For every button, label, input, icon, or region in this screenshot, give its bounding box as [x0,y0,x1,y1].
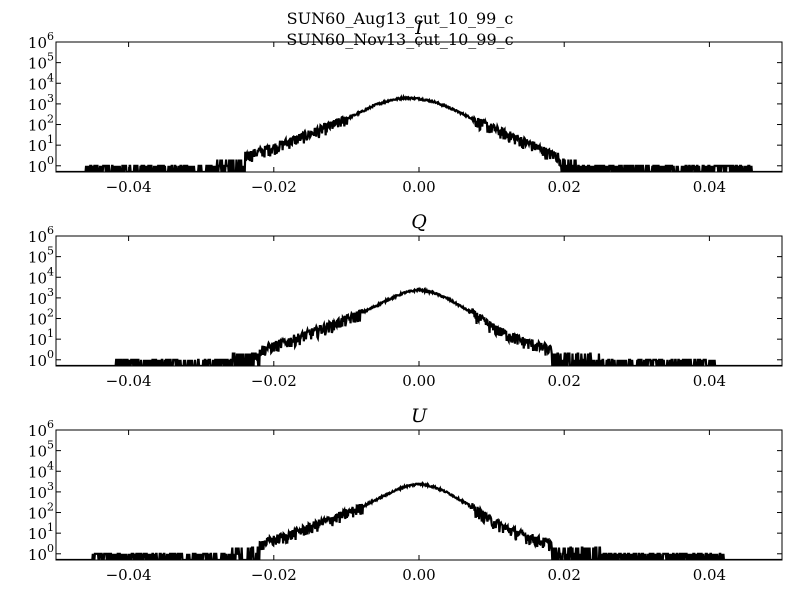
x-tick-label: 0.04 [693,566,726,584]
y-tick-label: 101 [28,521,54,543]
x-tick-label: −0.02 [251,372,297,390]
y-tick-label: 104 [28,265,54,287]
y-tick-label: 101 [28,327,54,349]
y-tick-label: 103 [28,480,54,502]
y-tick-label: 100 [28,542,54,564]
chart-panel-u: −0.04 −0.02 0.00 0.02 0.04 100101102103104105… [28,405,783,584]
x-tick-label: −0.04 [106,566,152,584]
figure-suptitle-line-1: SUN60_Aug13_cut_10_99_c [286,9,514,28]
chart-panel-q: −0.04 −0.02 0.00 0.02 0.04 100101102103104105… [28,211,783,390]
x-tick-label: 0.00 [402,178,435,196]
panel-title-u: U [411,405,428,427]
x-tick-label: −0.02 [251,178,297,196]
axes-frame [55,235,783,367]
axes-frame [55,429,783,561]
x-tick-label: −0.04 [106,178,152,196]
y-tick-label: 100 [28,348,54,370]
y-tick-label: 103 [28,92,54,114]
y-tick-label: 102 [28,307,54,329]
x-tick-label: 0.02 [547,566,580,584]
y-tick-label: 105 [28,51,54,73]
y-tick-label: 100 [28,154,54,176]
x-tick-label: 0.00 [402,372,435,390]
y-tick-label: 102 [28,113,54,135]
y-tick-label: 105 [28,245,54,267]
y-tick-label: 102 [28,501,54,523]
y-tick-label: 106 [28,224,54,246]
x-tick-label: 0.04 [693,178,726,196]
series-line-u [56,480,782,560]
axes-frame [55,41,783,173]
x-tick-label: −0.02 [251,566,297,584]
x-tick-label: 0.00 [402,566,435,584]
y-tick-label: 104 [28,71,54,93]
series-line-i [56,93,782,172]
x-tick-label: 0.02 [547,372,580,390]
x-tick-label: 0.02 [547,178,580,196]
chart-panel-i: −0.04 −0.02 0.00 0.02 0.04 100101102103104105… [28,17,783,196]
x-tick-label: −0.04 [106,372,152,390]
y-tick-label: 103 [28,286,54,308]
figure-suptitle-line-2: SUN60_Nov13_cut_10_99_c [286,30,514,49]
series-line-q [56,286,782,366]
x-tick-label: 0.04 [693,372,726,390]
panel-title-i: I [414,17,423,39]
y-tick-label: 105 [28,439,54,461]
y-tick-label: 106 [28,30,54,52]
y-tick-label: 101 [28,133,54,155]
y-tick-label: 104 [28,459,54,481]
panel-title-q: Q [411,211,427,233]
y-tick-label: 106 [28,418,54,440]
